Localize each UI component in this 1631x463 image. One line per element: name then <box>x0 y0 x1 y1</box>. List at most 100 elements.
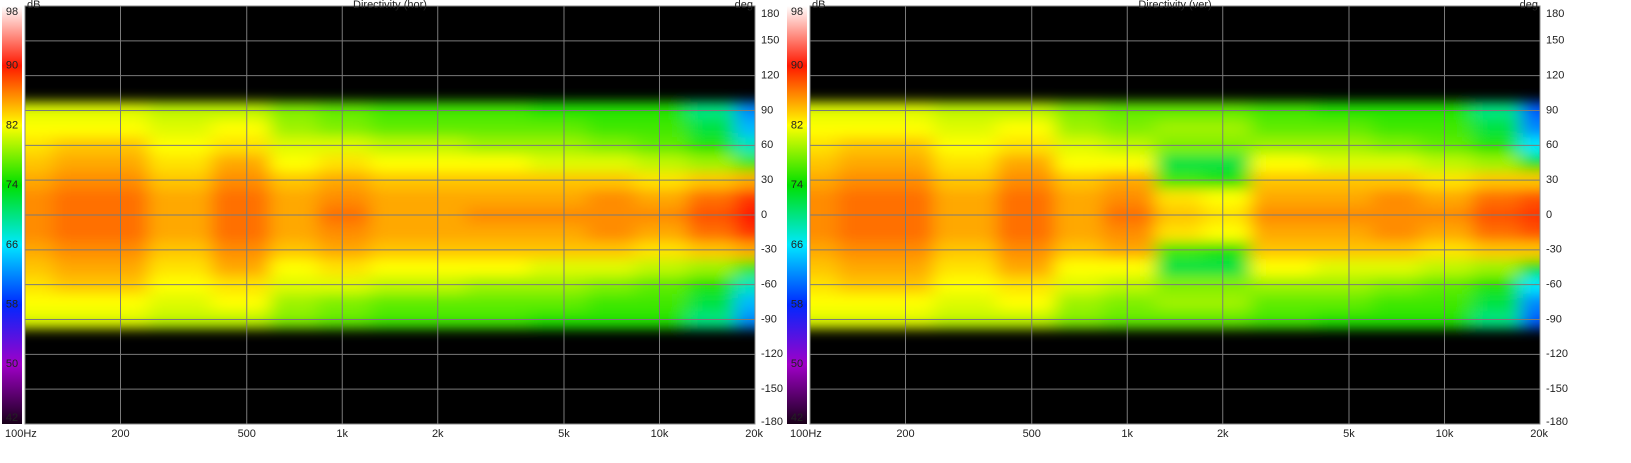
y-tick-label: 180 <box>1546 8 1564 20</box>
colorbar-tick-label: 42 <box>6 412 18 424</box>
heatmap-cell <box>1520 188 1540 207</box>
x-tick-label: 1k <box>1121 428 1133 440</box>
heatmap-cell <box>417 223 467 242</box>
colorbar <box>787 6 807 424</box>
x-tick-label: 200 <box>896 428 914 440</box>
heatmap-cell <box>1102 223 1156 242</box>
y-tick-label: 150 <box>1546 35 1564 47</box>
heatmap-cell <box>1250 154 1315 172</box>
heatmap-cell <box>587 188 636 207</box>
y-tick-label: -150 <box>1546 383 1568 395</box>
heatmap-cell <box>417 154 467 172</box>
y-tick-label: -60 <box>1546 279 1562 291</box>
x-tick-label: 2k <box>1217 428 1229 440</box>
heatmap-cell <box>269 154 319 172</box>
heatmap-cell <box>269 188 319 207</box>
y-tick-label: -30 <box>1546 244 1562 256</box>
heatmap-cell <box>996 293 1056 312</box>
x-tick-label: 10k <box>651 428 669 440</box>
heatmap-cell <box>417 119 467 138</box>
x-tick-label: 2k <box>432 428 444 440</box>
heatmap-cell <box>1520 258 1540 277</box>
heatmap-cell <box>1313 258 1373 277</box>
heatmap-cell <box>465 223 530 242</box>
heatmap-cell <box>1313 188 1373 207</box>
heatmap-cell <box>1419 154 1473 172</box>
heatmap-cell <box>1102 119 1156 138</box>
chart-title: Directivity (ver) <box>1138 0 1211 11</box>
plot-frame <box>24 5 756 425</box>
heatmap-cell <box>933 223 998 242</box>
heatmap-cell <box>587 293 636 312</box>
x-tick-label: 100Hz <box>790 428 822 440</box>
heatmap-cell <box>1419 223 1473 242</box>
heatmap-cell <box>1155 188 1204 207</box>
heatmap-cell <box>1250 223 1315 242</box>
y-tick-label: -120 <box>761 348 783 360</box>
heatmap-cell <box>465 119 530 138</box>
heatmap-cell <box>1520 119 1540 138</box>
heatmap-cell <box>810 154 839 172</box>
heatmap-cell <box>1054 258 1104 277</box>
heatmap-cell <box>1054 154 1104 172</box>
colorbar-tick-label: 90 <box>791 60 803 72</box>
heatmap-cell <box>1054 223 1104 242</box>
colorbar-tick-label: 58 <box>791 298 803 310</box>
heatmap-cell <box>1372 223 1421 242</box>
heatmap-cell <box>1102 188 1156 207</box>
heatmap-cell <box>634 119 688 138</box>
heatmap-cell <box>100 223 149 242</box>
heatmap-cell <box>1372 119 1421 138</box>
y-tick-label: -90 <box>761 313 777 325</box>
y-tick-label: 120 <box>1546 70 1564 82</box>
heatmap-cell <box>810 188 839 207</box>
heatmap-cell <box>587 154 636 172</box>
y-axis-label: deg <box>735 0 753 11</box>
heatmap-cell <box>417 258 467 277</box>
x-tick-label: 1k <box>336 428 348 440</box>
y-tick-label: 90 <box>1546 104 1558 116</box>
colorbar-tick-label: 74 <box>6 179 18 191</box>
heatmap-cell <box>587 223 636 242</box>
heatmap-cell <box>735 223 755 242</box>
x-tick-label: 500 <box>238 428 256 440</box>
heatmap-cell <box>885 154 934 172</box>
colorbar-tick-label: 82 <box>791 119 803 131</box>
heatmap-cell <box>1202 188 1252 207</box>
heatmap-cell <box>634 223 688 242</box>
heatmap-cell <box>1472 258 1521 277</box>
y-tick-label: -90 <box>1546 313 1562 325</box>
heatmap-cell <box>1372 293 1421 312</box>
x-tick-label: 5k <box>1343 428 1355 440</box>
colorbar-tick-label: 90 <box>6 60 18 72</box>
heatmap-cell <box>1155 223 1204 242</box>
heatmap-cell <box>1102 258 1156 277</box>
heatmap-cell <box>148 223 213 242</box>
heatmap-cell <box>465 258 530 277</box>
heatmap-cell <box>996 188 1056 207</box>
y-tick-label: 60 <box>1546 139 1558 151</box>
heatmap-cell <box>687 293 736 312</box>
heatmap-cell <box>465 188 530 207</box>
heatmap-cell <box>1419 293 1473 312</box>
heatmap-cell <box>1472 154 1521 172</box>
y-tick-label: 90 <box>761 104 773 116</box>
x-tick-label: 5k <box>558 428 570 440</box>
heatmap-cell <box>1102 154 1156 172</box>
heatmap-cell <box>25 293 54 312</box>
heatmap-cell <box>528 119 588 138</box>
heatmap-cell <box>100 188 149 207</box>
heatmap-cell <box>148 188 213 207</box>
y-axis-label: deg <box>1520 0 1538 11</box>
heatmap-cell <box>634 188 688 207</box>
heatmap-cell <box>1054 293 1104 312</box>
heatmap-panel: 42 50 58 66 74 82 90 98 -180 -150 -120 -90 -60 -30 0 30… <box>2 0 783 440</box>
colorbar-tick-label: 98 <box>6 6 18 18</box>
heatmap-cell <box>1155 258 1204 277</box>
heatmap-cell <box>1372 154 1421 172</box>
heatmap-cell <box>1202 293 1252 312</box>
heatmap-cell <box>735 119 755 138</box>
heatmap-cell <box>52 188 102 207</box>
heatmap-cell <box>52 154 102 172</box>
heatmap-cell <box>933 188 998 207</box>
